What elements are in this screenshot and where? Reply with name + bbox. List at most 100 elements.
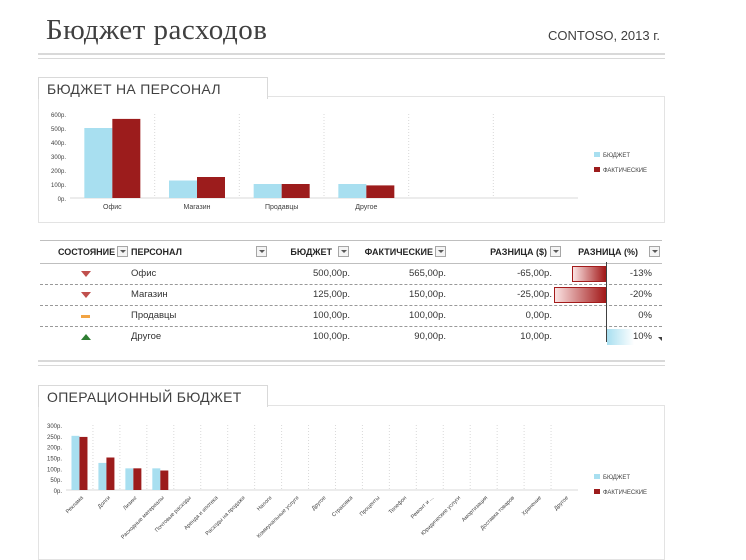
bar-actual bbox=[112, 118, 141, 198]
bar-budget bbox=[253, 184, 282, 198]
diff-abs-filter-dropdown[interactable] bbox=[550, 246, 561, 257]
personnel-filter-dropdown[interactable] bbox=[256, 246, 267, 257]
y-tick-label: 0р. bbox=[58, 197, 67, 203]
bar-actual bbox=[79, 436, 88, 490]
row-diff-pct: 10% bbox=[632, 331, 652, 342]
actual-filter-dropdown[interactable] bbox=[435, 246, 446, 257]
x-category-label: Лизинг bbox=[122, 495, 138, 511]
x-category-label: Магазин bbox=[183, 204, 210, 211]
x-category-label: Налоги bbox=[256, 495, 273, 512]
bar-budget bbox=[71, 435, 80, 490]
budget-filter-dropdown[interactable] bbox=[338, 246, 349, 257]
bar-budget bbox=[84, 128, 113, 198]
table-row[interactable]: Другое 100,00р. 90,00р. 10,00р. 10% bbox=[40, 327, 662, 347]
trend-neutral-icon bbox=[81, 315, 90, 318]
row-budget: 125,00р. bbox=[313, 289, 350, 300]
y-tick-label: 50р. bbox=[50, 478, 62, 484]
legend-label-actual: ФАКТИЧЕСКИЕ bbox=[603, 168, 647, 174]
y-tick-label: 250р. bbox=[47, 435, 62, 441]
header-divider bbox=[38, 53, 665, 59]
col-status-header: СОСТОЯНИЕ bbox=[58, 247, 116, 257]
col-diff-pct-header: РАЗНИЦА (%) bbox=[578, 247, 638, 257]
col-actual-header: ФАКТИЧЕСКИЕ bbox=[364, 247, 433, 257]
table-resize-handle[interactable] bbox=[658, 337, 662, 341]
x-category-label: Хранение bbox=[521, 495, 543, 517]
row-actual: 565,00р. bbox=[409, 268, 446, 279]
bar-budget bbox=[98, 462, 107, 490]
row-actual: 100,00р. bbox=[409, 310, 446, 321]
row-diff: -25,00р. bbox=[517, 289, 552, 300]
trend-up-icon bbox=[81, 334, 91, 340]
legend-label-budget: БЮДЖЕТ bbox=[603, 153, 630, 159]
x-category-label: Продавцы bbox=[265, 204, 298, 211]
row-name: Продавцы bbox=[131, 310, 177, 321]
x-category-label: Реклама bbox=[65, 495, 86, 516]
col-budget-header: БЮДЖЕТ bbox=[290, 247, 332, 257]
row-actual: 150,00р. bbox=[409, 289, 446, 300]
row-diff-pct: 0% bbox=[638, 310, 652, 321]
row-name: Другое bbox=[131, 331, 162, 342]
operational-chart-panel bbox=[38, 405, 665, 560]
bar-budget bbox=[152, 468, 161, 490]
personnel-table: СОСТОЯНИЕ ПЕРСОНАЛ БЮДЖЕТ ФАКТИЧЕСКИЕ РА… bbox=[40, 240, 662, 347]
row-diff: 0,00р. bbox=[525, 310, 552, 321]
section-divider bbox=[38, 360, 665, 366]
row-diff: -65,00р. bbox=[517, 268, 552, 279]
legend-swatch-actual bbox=[594, 489, 600, 494]
trend-down-icon bbox=[81, 271, 91, 277]
diff-pct-axis bbox=[606, 262, 607, 342]
y-tick-label: 500р. bbox=[51, 127, 66, 133]
x-category-label: Офис bbox=[103, 204, 122, 211]
y-tick-label: 200р. bbox=[47, 446, 62, 452]
y-tick-label: 150р. bbox=[47, 457, 62, 463]
diff-pct-filter-dropdown[interactable] bbox=[649, 246, 660, 257]
row-name: Магазин bbox=[131, 289, 168, 300]
x-category-label: Другое bbox=[311, 495, 328, 512]
row-budget: 100,00р. bbox=[313, 310, 350, 321]
x-category-label: Другое bbox=[553, 495, 570, 512]
diff-pct-bar bbox=[572, 266, 606, 282]
row-diff: 10,00р. bbox=[520, 331, 552, 342]
company-year: CONTOSO, 2013 г. bbox=[547, 28, 660, 43]
x-category-label: Другое bbox=[355, 204, 377, 211]
personnel-section-title: БЮДЖЕТ НА ПЕРСОНАЛ bbox=[38, 77, 268, 99]
status-filter-dropdown[interactable] bbox=[117, 246, 128, 257]
x-category-label: Долги bbox=[97, 495, 112, 510]
page-title: Бюджет расходов bbox=[46, 14, 268, 46]
diff-pct-bar bbox=[554, 287, 606, 303]
legend-swatch-actual bbox=[594, 167, 600, 172]
y-tick-label: 400р. bbox=[51, 141, 66, 147]
x-category-label: Проценты bbox=[359, 495, 381, 517]
operational-budget-chart: 0р. 50р. 100р. 150р. 200р. 250р. 300р. Реклама Д… bbox=[47, 424, 647, 541]
table-row[interactable]: Продавцы 100,00р. 100,00р. 0,00р. 0% bbox=[40, 306, 662, 327]
table-row[interactable]: Офис 500,00р. 565,00р. -65,00р. -13% bbox=[40, 264, 662, 285]
bar-actual bbox=[106, 457, 115, 490]
legend-swatch-budget bbox=[594, 152, 600, 157]
table-row[interactable]: Магазин 125,00р. 150,00р. -25,00р. -20% bbox=[40, 285, 662, 306]
x-category-label: Ремонт и ... bbox=[410, 495, 436, 521]
row-budget: 100,00р. bbox=[313, 331, 350, 342]
trend-down-icon bbox=[81, 292, 91, 298]
personnel-chart-panel bbox=[38, 96, 665, 223]
bar-actual bbox=[197, 177, 225, 198]
x-category-label: Страховка bbox=[331, 495, 355, 519]
bar-actual bbox=[366, 185, 395, 198]
y-tick-label: 100р. bbox=[47, 467, 62, 473]
legend-swatch-budget bbox=[594, 474, 600, 479]
bar-actual bbox=[133, 468, 142, 490]
y-tick-label: 0р. bbox=[54, 489, 63, 495]
col-personnel-header: ПЕРСОНАЛ bbox=[131, 247, 182, 257]
legend-label-budget: БЮДЖЕТ bbox=[603, 475, 630, 481]
row-name: Офис bbox=[131, 268, 157, 279]
bar-budget bbox=[125, 468, 134, 490]
y-tick-label: 200р. bbox=[51, 169, 66, 175]
y-tick-label: 300р. bbox=[47, 424, 62, 430]
bar-budget bbox=[338, 184, 367, 198]
row-diff-pct: -13% bbox=[629, 268, 652, 279]
y-tick-label: 100р. bbox=[51, 183, 66, 189]
personnel-budget-chart: 0р. 100р. 200р. 300р. 400р. 500р. 600р. Офис Маг… bbox=[51, 113, 647, 211]
row-budget: 500,00р. bbox=[313, 268, 350, 279]
x-category-label: Телефон bbox=[388, 495, 408, 515]
diff-pct-bar bbox=[607, 329, 634, 345]
x-category-label: Амортизация bbox=[461, 495, 489, 523]
